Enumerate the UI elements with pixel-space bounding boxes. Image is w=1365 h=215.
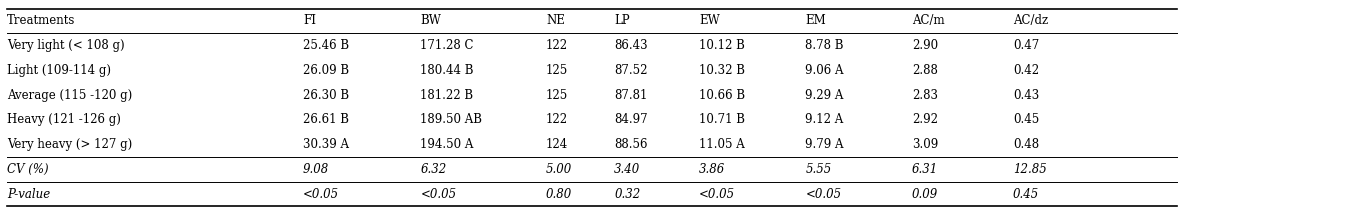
Text: BW: BW bbox=[420, 14, 441, 28]
Text: Treatments: Treatments bbox=[7, 14, 75, 28]
Text: 2.92: 2.92 bbox=[912, 113, 938, 126]
Text: 25.46 B: 25.46 B bbox=[303, 39, 349, 52]
Text: 3.40: 3.40 bbox=[614, 163, 640, 176]
Text: 87.52: 87.52 bbox=[614, 64, 648, 77]
Text: 10.66 B: 10.66 B bbox=[699, 89, 745, 102]
Text: 0.42: 0.42 bbox=[1013, 64, 1039, 77]
Text: 10.32 B: 10.32 B bbox=[699, 64, 745, 77]
Text: 26.09 B: 26.09 B bbox=[303, 64, 349, 77]
Text: 5.55: 5.55 bbox=[805, 163, 831, 176]
Text: 0.09: 0.09 bbox=[912, 187, 938, 201]
Text: 189.50 AB: 189.50 AB bbox=[420, 113, 482, 126]
Text: 6.32: 6.32 bbox=[420, 163, 446, 176]
Text: 9.12 A: 9.12 A bbox=[805, 113, 844, 126]
Text: 0.80: 0.80 bbox=[546, 187, 572, 201]
Text: <0.05: <0.05 bbox=[805, 187, 841, 201]
Text: 124: 124 bbox=[546, 138, 568, 151]
Text: 171.28 C: 171.28 C bbox=[420, 39, 474, 52]
Text: 122: 122 bbox=[546, 39, 568, 52]
Text: 86.43: 86.43 bbox=[614, 39, 648, 52]
Text: 125: 125 bbox=[546, 64, 568, 77]
Text: FI: FI bbox=[303, 14, 317, 28]
Text: Heavy (121 -126 g): Heavy (121 -126 g) bbox=[7, 113, 120, 126]
Text: 3.86: 3.86 bbox=[699, 163, 725, 176]
Text: EM: EM bbox=[805, 14, 826, 28]
Text: 5.00: 5.00 bbox=[546, 163, 572, 176]
Text: 12.85: 12.85 bbox=[1013, 163, 1047, 176]
Text: 9.29 A: 9.29 A bbox=[805, 89, 844, 102]
Text: 3.09: 3.09 bbox=[912, 138, 938, 151]
Text: 180.44 B: 180.44 B bbox=[420, 64, 474, 77]
Text: 6.31: 6.31 bbox=[912, 163, 938, 176]
Text: 0.47: 0.47 bbox=[1013, 39, 1039, 52]
Text: LP: LP bbox=[614, 14, 629, 28]
Text: 11.05 A: 11.05 A bbox=[699, 138, 745, 151]
Text: 2.83: 2.83 bbox=[912, 89, 938, 102]
Text: AC/dz: AC/dz bbox=[1013, 14, 1048, 28]
Text: 0.45: 0.45 bbox=[1013, 187, 1039, 201]
Text: 125: 125 bbox=[546, 89, 568, 102]
Text: 30.39 A: 30.39 A bbox=[303, 138, 349, 151]
Text: Light (109-114 g): Light (109-114 g) bbox=[7, 64, 111, 77]
Text: 26.30 B: 26.30 B bbox=[303, 89, 349, 102]
Text: CV (%): CV (%) bbox=[7, 163, 48, 176]
Text: P-value: P-value bbox=[7, 187, 51, 201]
Text: 9.08: 9.08 bbox=[303, 163, 329, 176]
Text: 194.50 A: 194.50 A bbox=[420, 138, 474, 151]
Text: 88.56: 88.56 bbox=[614, 138, 648, 151]
Text: Very light (< 108 g): Very light (< 108 g) bbox=[7, 39, 124, 52]
Text: 122: 122 bbox=[546, 113, 568, 126]
Text: Average (115 -120 g): Average (115 -120 g) bbox=[7, 89, 132, 102]
Text: 26.61 B: 26.61 B bbox=[303, 113, 349, 126]
Text: 2.88: 2.88 bbox=[912, 64, 938, 77]
Text: 181.22 B: 181.22 B bbox=[420, 89, 474, 102]
Text: 9.79 A: 9.79 A bbox=[805, 138, 844, 151]
Text: 0.48: 0.48 bbox=[1013, 138, 1039, 151]
Text: 0.32: 0.32 bbox=[614, 187, 640, 201]
Text: AC/m: AC/m bbox=[912, 14, 945, 28]
Text: EW: EW bbox=[699, 14, 719, 28]
Text: 0.43: 0.43 bbox=[1013, 89, 1039, 102]
Text: <0.05: <0.05 bbox=[699, 187, 734, 201]
Text: 2.90: 2.90 bbox=[912, 39, 938, 52]
Text: 10.71 B: 10.71 B bbox=[699, 113, 745, 126]
Text: Very heavy (> 127 g): Very heavy (> 127 g) bbox=[7, 138, 132, 151]
Text: <0.05: <0.05 bbox=[303, 187, 339, 201]
Text: 10.12 B: 10.12 B bbox=[699, 39, 745, 52]
Text: NE: NE bbox=[546, 14, 565, 28]
Text: 8.78 B: 8.78 B bbox=[805, 39, 844, 52]
Text: 87.81: 87.81 bbox=[614, 89, 647, 102]
Text: <0.05: <0.05 bbox=[420, 187, 456, 201]
Text: 9.06 A: 9.06 A bbox=[805, 64, 844, 77]
Text: 0.45: 0.45 bbox=[1013, 113, 1039, 126]
Text: 84.97: 84.97 bbox=[614, 113, 648, 126]
